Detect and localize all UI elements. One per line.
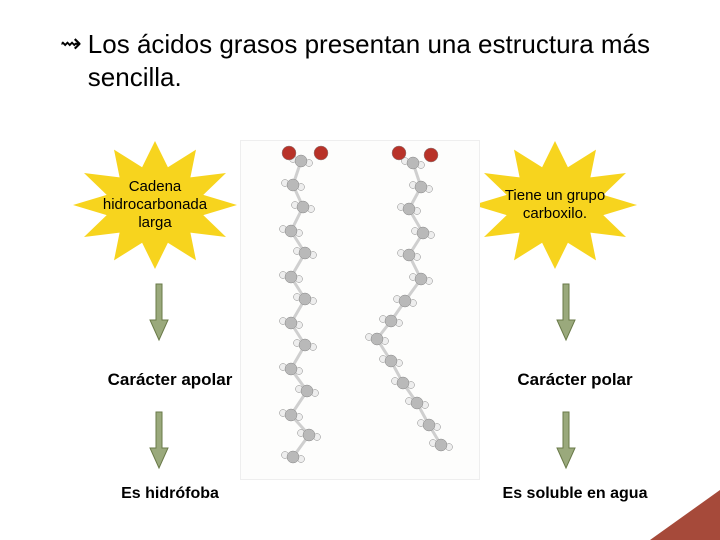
- label-left-bot: Es hidrófoba: [60, 485, 280, 503]
- molecule-icon: [241, 141, 481, 481]
- bullet-icon: ⇝: [60, 28, 82, 59]
- burst-right: Tiene un grupo carboxilo.: [470, 140, 640, 270]
- arrow-down-icon: [555, 282, 577, 342]
- burst-right-label: Tiene un grupo carboxilo.: [485, 187, 625, 223]
- arrow-down-icon: [148, 282, 170, 342]
- arrow-down-icon: [555, 410, 577, 470]
- arrow-down-icon: [148, 410, 170, 470]
- label-left-mid: Carácter apolar: [70, 370, 270, 390]
- burst-left: Cadena hidrocarbonada larga: [70, 140, 240, 270]
- corner-decoration: [650, 490, 720, 540]
- molecule-diagram: [240, 140, 480, 480]
- title-text: Los ácidos grasos presentan una estructu…: [88, 28, 680, 93]
- burst-left-label: Cadena hidrocarbonada larga: [85, 178, 225, 232]
- label-right-mid: Carácter polar: [475, 370, 675, 390]
- title: ⇝ Los ácidos grasos presentan una estruc…: [0, 0, 720, 93]
